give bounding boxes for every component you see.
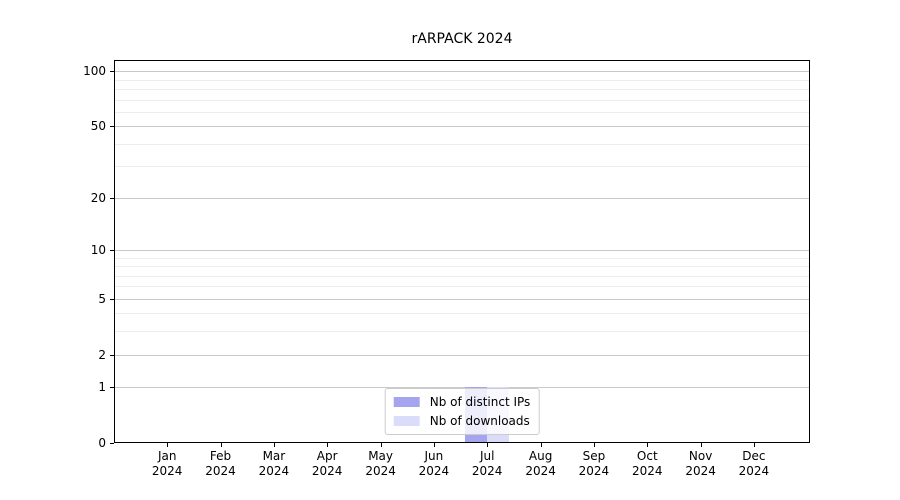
y-tick-label: 50 bbox=[90, 119, 106, 134]
x-tick-label: May 2024 bbox=[365, 449, 396, 478]
x-tick-mark bbox=[647, 443, 649, 447]
legend-swatch bbox=[393, 416, 420, 426]
minor-gridline bbox=[114, 331, 810, 333]
y-tick-label: 2 bbox=[98, 347, 106, 362]
minor-gridline bbox=[114, 266, 810, 267]
major-gridline bbox=[114, 354, 810, 356]
minor-gridline bbox=[114, 88, 810, 90]
x-tick-mark bbox=[380, 443, 382, 447]
x-tick-mark bbox=[327, 443, 329, 447]
x-tick-label: Mar 2024 bbox=[258, 449, 290, 478]
x-tick-label: Jun 2024 bbox=[418, 449, 450, 478]
y-tick-mark bbox=[110, 197, 114, 199]
major-gridline bbox=[114, 126, 810, 128]
y-tick-mark bbox=[110, 354, 114, 356]
minor-gridline bbox=[114, 313, 810, 315]
x-tick-mark bbox=[487, 443, 489, 447]
chart-title: rARPACK 2024 bbox=[411, 31, 513, 47]
x-tick-mark bbox=[167, 443, 169, 447]
y-tick-label: 10 bbox=[90, 242, 106, 257]
legend-swatch bbox=[393, 397, 420, 407]
x-tick-label: Dec 2024 bbox=[738, 449, 770, 478]
major-gridline bbox=[114, 197, 810, 199]
plot-area: Nb of distinct IPs Nb of downloads bbox=[114, 60, 810, 443]
y-tick-label: 1 bbox=[98, 380, 106, 395]
y-tick-label: 20 bbox=[90, 190, 106, 205]
x-tick-label: Jul 2024 bbox=[471, 449, 503, 478]
minor-gridline bbox=[114, 111, 810, 113]
minor-gridline bbox=[114, 166, 810, 168]
x-tick-label: Nov 2024 bbox=[685, 449, 716, 478]
y-tick-mark bbox=[110, 298, 114, 300]
y-tick-mark bbox=[110, 71, 114, 73]
x-tick-mark bbox=[220, 443, 222, 447]
y-tick-label: 0 bbox=[98, 436, 106, 450]
major-gridline bbox=[114, 298, 810, 300]
major-gridline bbox=[114, 249, 810, 251]
major-gridline bbox=[114, 387, 810, 389]
x-tick-label: Aug 2024 bbox=[525, 449, 556, 478]
x-tick-label: Feb 2024 bbox=[205, 449, 236, 478]
legend: Nb of distinct IPs Nb of downloads bbox=[384, 388, 540, 435]
y-tick-mark bbox=[110, 126, 114, 128]
minor-gridline bbox=[114, 275, 810, 277]
x-tick-label: Sep 2024 bbox=[578, 449, 610, 478]
x-tick-label: Jan 2024 bbox=[151, 449, 183, 478]
y-tick-label: 5 bbox=[98, 291, 106, 306]
plot-frame bbox=[114, 60, 810, 443]
x-tick-mark bbox=[273, 443, 275, 447]
x-tick-mark bbox=[700, 443, 702, 447]
legend-item: Nb of distinct IPs bbox=[393, 394, 531, 410]
x-tick-label: Apr 2024 bbox=[311, 449, 343, 478]
minor-gridline bbox=[114, 257, 810, 259]
legend-item: Nb of downloads bbox=[393, 413, 531, 429]
x-tick-mark bbox=[753, 443, 755, 447]
minor-gridline bbox=[114, 99, 810, 101]
y-tick-mark bbox=[110, 249, 114, 251]
y-tick-mark bbox=[110, 443, 114, 444]
x-tick-mark bbox=[593, 443, 595, 447]
legend-label: Nb of distinct IPs bbox=[429, 395, 531, 409]
minor-gridline bbox=[114, 143, 810, 145]
major-gridline bbox=[114, 71, 810, 73]
y-tick-label: 100 bbox=[83, 64, 106, 79]
y-tick-mark bbox=[110, 387, 114, 389]
x-tick-mark bbox=[540, 443, 542, 447]
legend-label: Nb of downloads bbox=[429, 414, 530, 428]
minor-gridline bbox=[114, 286, 810, 288]
x-tick-mark bbox=[433, 443, 435, 447]
minor-gridline bbox=[114, 79, 810, 81]
x-tick-label: Oct 2024 bbox=[632, 449, 663, 478]
